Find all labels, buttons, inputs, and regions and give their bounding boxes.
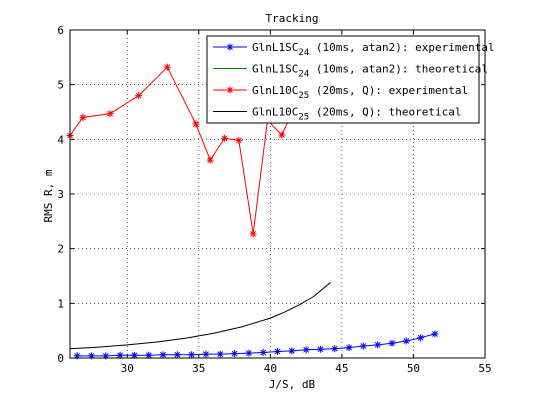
data-point: [231, 350, 239, 358]
legend-item: GlnL1SC24 (10ms, atan2): theoretical: [213, 63, 488, 80]
legend-item: GlnL10C25 (20ms, Q): theoretical: [213, 106, 462, 123]
x-tick-label: 55: [478, 362, 491, 375]
data-point: [331, 345, 339, 353]
chart-title: Tracking: [266, 12, 319, 25]
data-point: [188, 351, 196, 359]
y-tick-label: 3: [57, 188, 64, 201]
y-tick-label: 0: [57, 352, 64, 365]
y-tick-label: 4: [57, 133, 64, 146]
data-point: [249, 230, 257, 238]
x-tick-label: 40: [264, 362, 277, 375]
y-tick-label: 6: [57, 24, 64, 37]
legend-item: GlnL10C25 (20ms, Q): experimental: [213, 84, 468, 101]
x-tick-label: 30: [121, 362, 134, 375]
data-point: [259, 349, 267, 357]
data-point: [402, 337, 410, 345]
y-tick-label: 5: [57, 79, 64, 92]
series-1: [73, 330, 439, 360]
legend-label: GlnL1SC24 (10ms, atan2): experimental: [252, 41, 495, 58]
data-point: [163, 63, 171, 71]
data-point: [388, 339, 396, 347]
data-point: [216, 350, 224, 358]
data-point: [316, 345, 324, 353]
data-point: [359, 342, 367, 350]
grid: [70, 30, 485, 358]
data-point: [159, 351, 167, 359]
data-point: [374, 341, 382, 349]
x-axis-label: J/S, dB: [269, 378, 316, 391]
data-point: [73, 352, 81, 360]
data-point: [221, 134, 229, 142]
data-point: [192, 120, 200, 128]
data-point: [235, 136, 243, 144]
x-tick-label: 45: [335, 362, 348, 375]
series-line: [69, 282, 331, 350]
legend-item: GlnL1SC24 (10ms, atan2): experimental: [213, 41, 495, 58]
data-point: [278, 131, 286, 139]
data-point: [417, 334, 425, 342]
data-point: [206, 156, 214, 164]
data-point: [135, 92, 143, 100]
data-point: [173, 351, 181, 359]
data-point: [202, 350, 210, 358]
data-point: [345, 344, 353, 352]
legend: GlnL1SC24 (10ms, atan2): experimental Gln…: [206, 35, 495, 124]
data-point: [274, 347, 281, 355]
data-point: [79, 113, 87, 121]
series-4: [69, 282, 331, 350]
x-tick-label: 35: [192, 362, 205, 375]
legend-label: GlnL10C25 (20ms, Q): theoretical: [252, 106, 462, 123]
data-point: [302, 346, 310, 354]
data-point: [106, 110, 114, 118]
data-point: [288, 347, 296, 355]
legend-label: GlnL1SC24 (10ms, atan2): theoretical: [252, 63, 488, 80]
data-point: [102, 352, 110, 360]
y-tick-label: 1: [57, 297, 64, 310]
legend-marker: [226, 86, 234, 94]
legend-label: GlnL10C25 (20ms, Q): experimental: [252, 84, 468, 101]
y-axis-label: RMS R, m: [42, 169, 55, 222]
legend-box: [206, 35, 480, 124]
y-tick-label: 2: [57, 243, 64, 256]
data-point: [116, 351, 124, 359]
data-point: [245, 349, 253, 357]
x-tick-label: 50: [407, 362, 420, 375]
legend-marker: [226, 43, 234, 51]
data-point: [431, 330, 439, 338]
